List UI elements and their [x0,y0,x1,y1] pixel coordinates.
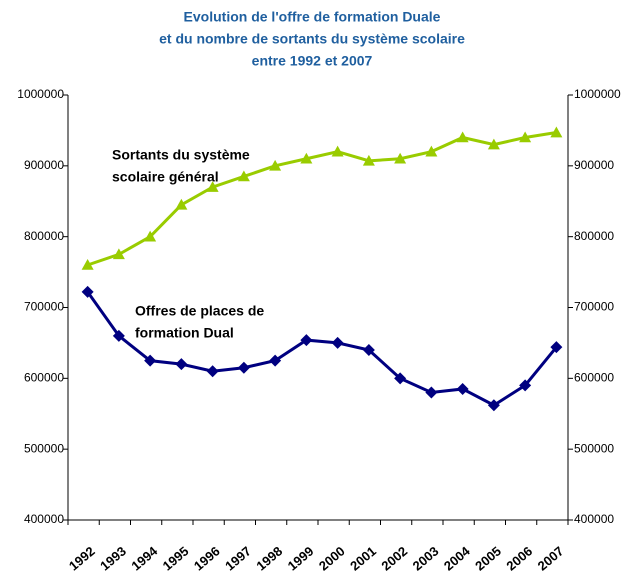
point [144,354,157,367]
point [269,159,282,171]
point [425,145,438,157]
x-tick-label: 2003 [410,543,442,573]
x-tick-label: 2002 [378,543,410,573]
y2-tick-label: 600000 [574,371,614,385]
point [269,354,282,367]
point [331,336,344,349]
y-tick-label: 700000 [24,300,64,314]
point [112,329,125,342]
series-line [86,291,558,407]
point [362,344,375,356]
y2-tick-label: 400000 [574,512,614,526]
x-tick-label: 1993 [97,543,129,573]
y2-tick-label: 1000000 [574,87,621,101]
point [112,248,125,260]
annotation: Offres de places de [135,303,264,319]
point [519,379,532,392]
y-tick-label: 1000000 [17,87,64,101]
x-tick-label: 2007 [535,543,567,573]
point [394,152,407,164]
y2-tick-label: 500000 [574,441,614,455]
annotation: formation Dual [135,325,234,341]
y2-tick-label: 700000 [574,300,614,314]
x-tick-label: 1992 [66,543,98,573]
x-tick-label: 2006 [503,543,535,573]
point [456,131,469,143]
point [237,170,250,182]
chart-title: entre 1992 et 2007 [252,53,373,69]
point [394,372,407,385]
point [206,365,219,378]
point [331,145,344,157]
point [206,181,219,192]
point [175,358,188,371]
point [144,230,157,242]
y-tick-label: 900000 [24,158,64,172]
point [237,361,250,374]
point [550,341,563,354]
y-tick-label: 600000 [24,371,64,385]
y-tick-label: 400000 [24,512,64,526]
annotation: scolaire général [112,169,219,185]
x-tick-label: 2005 [472,543,504,573]
point [456,382,469,395]
y2-tick-label: 800000 [574,229,614,243]
point [425,386,438,399]
point [550,126,563,138]
point [300,152,313,164]
point [487,138,500,150]
x-tick-label: 2001 [347,543,379,573]
point [300,334,313,347]
x-tick-label: 1997 [222,543,254,573]
series-line [87,131,557,267]
annotation: Sortants du système [112,147,250,163]
x-tick-label: 1996 [191,543,223,573]
x-tick-label: 1994 [128,543,160,574]
point [81,259,94,270]
x-tick-label: 1999 [285,543,317,573]
chart-title: Evolution de l'offre de formation Duale [184,9,441,25]
point [519,131,532,143]
x-tick-label: 2004 [441,543,473,574]
point [175,198,188,210]
y-tick-label: 800000 [24,229,64,243]
point [487,399,500,412]
point [362,154,375,166]
point [81,285,94,298]
x-tick-label: 1998 [253,543,285,573]
chart-title: et du nombre de sortants du système scol… [159,31,465,47]
x-tick-label: 1995 [160,543,192,573]
x-tick-label: 2000 [316,543,348,573]
y-tick-label: 500000 [24,441,64,455]
y2-tick-label: 900000 [574,158,614,172]
